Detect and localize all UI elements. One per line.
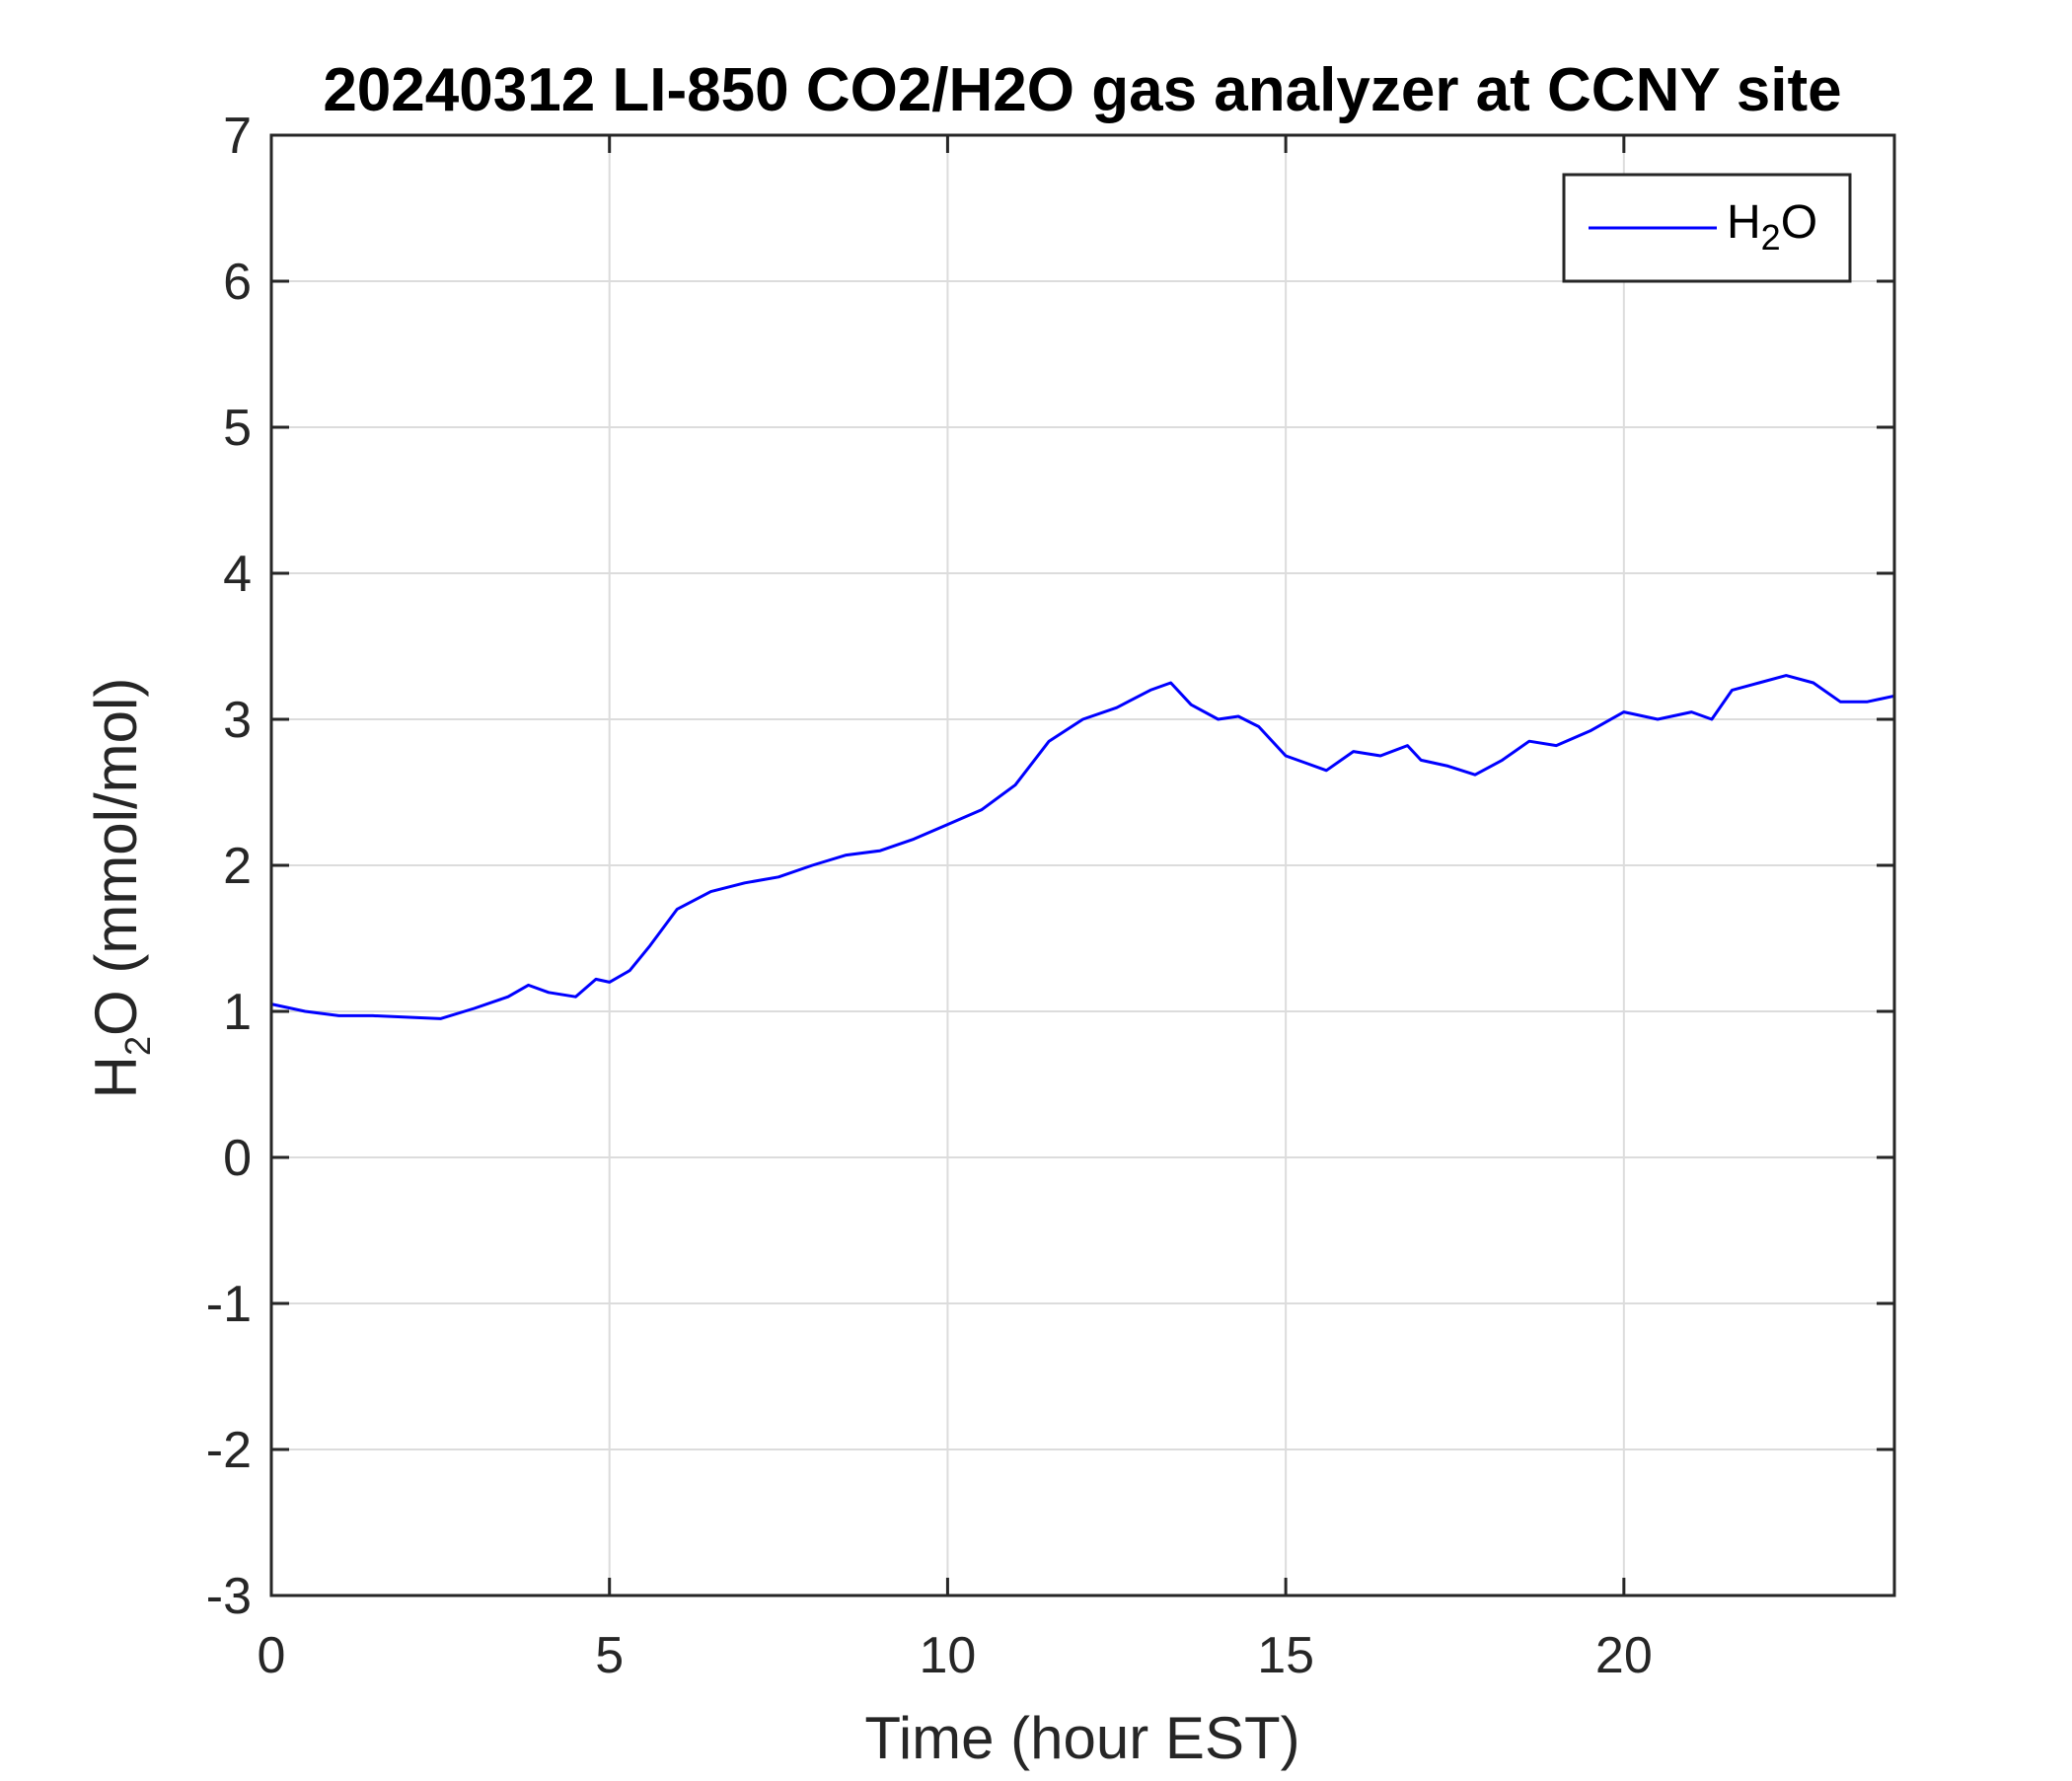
- y-label-h: H: [83, 1056, 149, 1098]
- y-tick-label: 3: [223, 692, 252, 749]
- grid-lines: [270, 134, 1894, 1596]
- series-line-h2o: [270, 674, 1895, 1020]
- y-tick-label: 4: [223, 546, 252, 603]
- chart-title: 20240312 LI-850 CO2/H2O gas analyzer at …: [323, 56, 1841, 124]
- axis-ticks: 0 5 10 15 20 -3 -2 -1 0 1 2 3 4 5 6 7: [206, 108, 1894, 1684]
- legend-label-subscript: 2: [1761, 217, 1781, 258]
- legend-label-rest: O: [1781, 196, 1817, 249]
- y-tick-label: -3: [206, 1568, 252, 1625]
- y-axis-label: H2O (mmol/mol): [83, 678, 158, 1099]
- legend-label-h: H: [1727, 196, 1761, 249]
- x-tick-label: 10: [919, 1627, 976, 1684]
- y-tick-label: 5: [223, 400, 252, 457]
- x-tick-label: 15: [1257, 1627, 1314, 1684]
- y-tick-label: 0: [223, 1130, 252, 1187]
- x-tick-label: 20: [1595, 1627, 1653, 1684]
- y-tick-label: 6: [223, 254, 252, 311]
- y-tick-label: 2: [223, 838, 252, 895]
- x-axis-label: Time (hour EST): [864, 1705, 1299, 1771]
- x-tick-label: 0: [258, 1627, 286, 1684]
- data-series: [270, 674, 1895, 1020]
- y-label-rest: O (mmol/mol): [83, 678, 149, 1036]
- legend-label-h2o: H2O: [1727, 196, 1817, 258]
- y-tick-label: 7: [223, 108, 252, 165]
- y-tick-label: 1: [223, 984, 252, 1041]
- y-label-subscript: 2: [117, 1036, 158, 1056]
- y-tick-label: -1: [206, 1276, 252, 1333]
- legend: H2O: [1562, 173, 1852, 283]
- x-tick-label: 5: [595, 1627, 624, 1684]
- y-tick-label: -2: [206, 1422, 252, 1479]
